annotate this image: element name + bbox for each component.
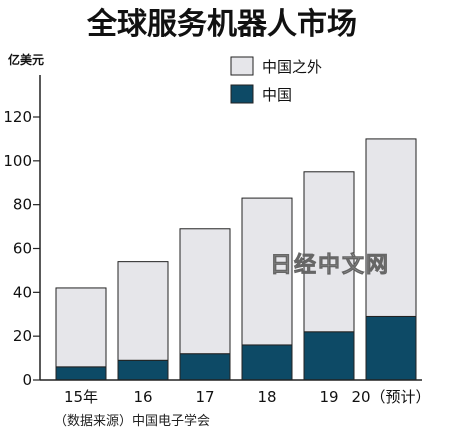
bar-segment-china — [241, 344, 293, 381]
chart-title: 全球服务机器人市场 — [86, 7, 357, 42]
y-tick-label: 80 — [13, 196, 32, 214]
y-tick-label: 20 — [13, 327, 32, 345]
y-axis-unit-label: 亿美元 — [8, 52, 44, 67]
legend-swatch — [230, 84, 254, 104]
y-tick-label: 100 — [3, 152, 32, 170]
x-tick-label: 19 — [319, 388, 338, 406]
x-axis: 15年 16 17 18 19 20（预计） — [40, 379, 431, 406]
bar-segment-china — [55, 366, 107, 381]
bars — [55, 138, 417, 381]
legend-swatch — [230, 56, 254, 76]
y-tick-label: 60 — [13, 240, 32, 258]
x-tick-label: 20（预计） — [351, 388, 430, 406]
bar-segment-outside-china — [303, 171, 355, 333]
bar-segment-china — [179, 353, 231, 381]
bar-segment-china — [365, 315, 417, 381]
source-note: （数据来源）中国电子学会 — [54, 413, 210, 429]
watermark: 日经中文网 — [270, 252, 390, 278]
x-tick-label: 17 — [195, 388, 214, 406]
y-tick-label: 120 — [3, 108, 32, 126]
x-tick-label: 15年 — [64, 388, 98, 406]
y-tick-label: 40 — [13, 283, 32, 301]
bar-segment-china — [303, 331, 355, 381]
y-tick-label: 0 — [22, 371, 32, 389]
bar-segment-outside-china — [241, 197, 293, 346]
bar-segment-outside-china — [179, 228, 231, 355]
bar-segment-china — [117, 359, 169, 381]
x-tick-label: 16 — [133, 388, 152, 406]
bar-segment-outside-china — [55, 287, 107, 368]
legend-label: 中国 — [262, 86, 292, 104]
bar-segment-outside-china — [117, 261, 169, 361]
y-axis: 0 20 40 60 80 100 120 — [3, 75, 41, 389]
x-tick-label: 18 — [257, 388, 276, 406]
bar-segment-outside-china — [365, 138, 417, 317]
legend-label: 中国之外 — [262, 58, 322, 76]
